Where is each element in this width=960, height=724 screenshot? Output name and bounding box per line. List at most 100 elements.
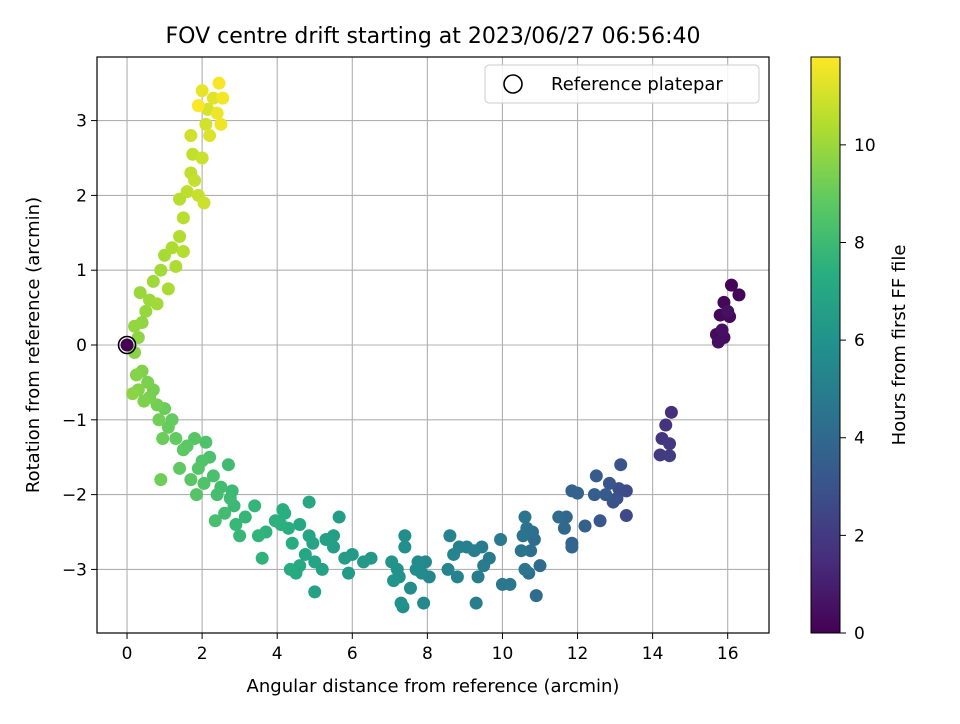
data-point [176,443,190,457]
data-point [338,551,352,565]
data-point [195,151,209,165]
y-tick-label: −2 [62,486,87,506]
data-point [599,488,613,502]
data-point [126,387,140,401]
colorbar-tick-label: 4 [854,429,865,449]
legend: Reference platepar [484,64,760,104]
data-point [587,488,601,502]
reference-marker [117,335,137,355]
data-point [191,99,205,113]
data-point [206,469,220,483]
data-point [154,263,168,277]
data-point [255,551,269,565]
data-point [715,323,729,337]
data-point [518,510,532,524]
data-point [653,448,667,462]
data-point [477,559,491,573]
data-point [184,473,198,487]
data-point [285,536,299,550]
data-point [298,547,312,561]
data-point [724,278,738,292]
data-point [332,510,346,524]
x-axis-ticks: 0 2 4 6 8 10 12 14 16 [122,633,739,664]
data-point [524,544,538,558]
data-point [557,521,571,535]
data-point [191,461,205,475]
data-point [233,529,247,543]
data-point [403,581,417,595]
data-point [443,529,457,543]
data-point [129,368,143,382]
data-point [223,491,237,505]
data-point [180,185,194,199]
data-point [203,129,217,143]
data-point [152,413,166,427]
chart-title: FOV centre drift starting at 2023/06/27 … [166,24,701,49]
data-point [619,509,633,523]
colorbar-gradient [810,56,841,634]
y-tick-label: 1 [76,261,87,281]
colorbar-label: Hours from first FF file [889,245,910,446]
data-point [214,117,228,131]
x-axis-label: Angular distance from reference (arcmin) [247,676,620,697]
colorbar: 0 2 4 6 8 10 Hours from first FF file [810,56,910,644]
x-tick-label: 12 [567,644,589,664]
data-point [469,596,483,610]
data-point [711,335,725,349]
data-point [199,435,213,449]
colorbar-tick-label: 8 [854,233,865,253]
data-point [398,529,412,543]
data-point [514,544,528,558]
data-point [342,566,356,580]
data-point [189,488,203,502]
data-point [614,458,628,472]
legend-marker [503,74,523,94]
data-point [398,540,412,554]
data-point [516,529,530,543]
data-point [229,518,243,532]
data-point [139,304,153,318]
data-point [302,495,316,509]
data-point [721,304,735,318]
data-point [578,519,592,533]
data-point [308,585,322,599]
colorbar-tick-label: 0 [854,624,865,644]
data-point [197,476,211,490]
colorbar-ticks: 0 2 4 6 8 10 [840,136,876,644]
data-point [128,319,142,333]
y-axis-label: Rotation from reference (arcmin) [23,197,44,493]
data-point [293,518,307,532]
data-point [176,244,190,258]
data-point [593,514,607,528]
data-point [302,529,316,543]
data-point [169,432,183,446]
data-point [210,488,224,502]
data-point [169,259,183,273]
reference-data-point [120,338,134,352]
data-point [221,458,235,472]
data-point [529,589,543,603]
data-point [238,510,252,524]
y-tick-label: −1 [62,411,87,431]
data-point [208,514,222,528]
data-point [206,91,220,105]
data-point [589,469,603,483]
data-point [602,476,616,490]
x-tick-label: 6 [347,644,358,664]
data-point [218,506,232,520]
reference-platepar-marker [117,335,137,355]
data-point [133,286,147,300]
y-tick-label: −3 [62,560,87,580]
data-point [197,196,211,210]
data-point [156,432,170,446]
data-point [732,288,746,302]
data-point [494,532,508,546]
data-point [251,529,265,543]
data-point [173,230,187,244]
x-tick-label: 2 [197,644,208,664]
data-point [212,76,226,90]
data-point [268,514,282,528]
x-tick-label: 8 [422,644,433,664]
data-point [471,570,485,584]
data-point [161,420,175,434]
